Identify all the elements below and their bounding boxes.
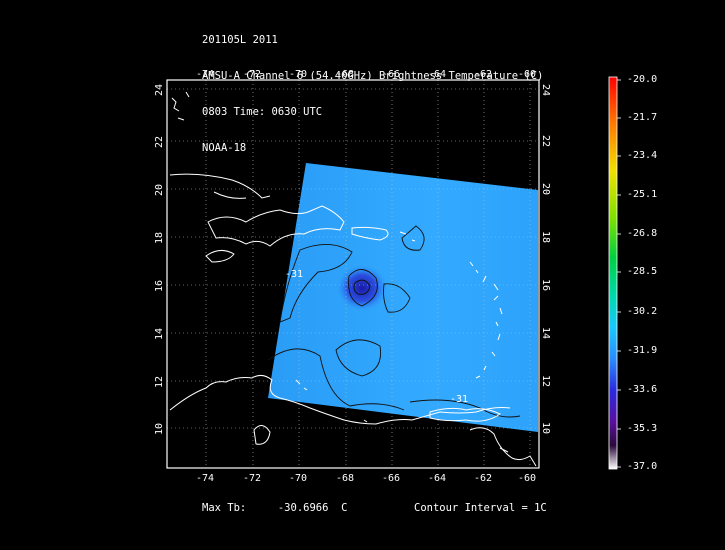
lon-ticks-top: -74 -72 -70 -68 -66 -64 -62 -60	[196, 69, 536, 80]
storm-id-title: 201105L 2011	[202, 34, 278, 46]
contour-interval-readout: Contour Interval = 1C	[414, 502, 547, 514]
graticule	[167, 80, 539, 468]
lon-tick: -62	[474, 69, 492, 80]
lat-tick: 20	[540, 183, 551, 195]
contour-label: -31	[285, 269, 303, 280]
contour-label: -31	[450, 394, 468, 405]
lon-tick: -72	[243, 473, 261, 484]
lon-tick: -62	[474, 473, 492, 484]
colorbar-label: -37.0	[627, 461, 658, 472]
coastlines	[169, 91, 537, 467]
color-bar-ticks	[617, 79, 621, 468]
lat-tick: 24	[540, 84, 551, 96]
colorbar-label: -20.0	[627, 74, 658, 85]
lat-tick: 16	[540, 279, 551, 291]
lon-tick: -60	[518, 69, 536, 80]
lat-tick: 14	[154, 328, 165, 340]
lat-tick: 10	[540, 422, 551, 434]
lon-tick: -70	[289, 473, 307, 484]
colorbar-label: -25.1	[627, 189, 658, 200]
colorbar-label: -31.9	[627, 345, 658, 356]
lon-ticks-bottom: -74 -72 -70 -68 -66 -64 -62 -60	[196, 473, 536, 484]
colorbar-label: -21.7	[627, 112, 658, 123]
lon-tick: -66	[382, 69, 400, 80]
plot-frame	[166, 79, 540, 469]
colorbar-label: -35.3	[627, 423, 658, 434]
colorbar-label: -28.5	[627, 266, 658, 277]
lon-tick: -60	[518, 473, 536, 484]
lon-tick: -64	[428, 473, 446, 484]
lat-tick: 12	[540, 375, 551, 387]
lat-ticks-left: 24 22 20 18 16 14 12 10	[154, 84, 165, 435]
image-header: 201105L 2011 AMSU-A Channel 6 (54.40GHz)…	[202, 10, 543, 166]
lat-tick: 24	[154, 84, 165, 96]
lat-tick: 18	[540, 231, 551, 243]
colorbar-label: -23.4	[627, 150, 658, 161]
cold-core	[336, 264, 388, 312]
colorbar-label: -30.2	[627, 306, 658, 317]
lat-tick: 10	[154, 423, 165, 435]
color-bar	[608, 76, 618, 470]
lat-tick: 14	[540, 327, 551, 339]
channel-title: AMSU-A Channel 6 (54.40GHz) Brightness T…	[202, 70, 544, 82]
max-tb-readout: Max Tb: -30.6966 C	[202, 502, 348, 514]
lat-tick: 12	[154, 376, 165, 388]
lon-tick: -72	[243, 69, 261, 80]
lon-tick: -64	[428, 69, 446, 80]
time-title: 0803 Time: 0630 UTC	[202, 106, 323, 118]
lat-tick: 18	[154, 232, 165, 244]
lat-tick: 20	[154, 184, 165, 196]
colorbar-label: -26.8	[627, 228, 658, 239]
lat-ticks-right: 24 22 20 18 16 14 12 10	[540, 84, 551, 434]
lon-tick: -74	[196, 69, 214, 80]
lat-tick: 16	[154, 280, 165, 292]
lon-tick: -66	[382, 473, 400, 484]
satellite-title: NOAA-18	[202, 142, 247, 154]
colorbar-label: -33.6	[627, 384, 658, 395]
contour-lines	[267, 225, 521, 418]
swath-area	[268, 163, 538, 432]
lat-tick: 22	[154, 136, 165, 148]
lat-tick: 22	[540, 135, 551, 147]
lon-tick: -74	[196, 473, 214, 484]
lon-tick: -68	[336, 69, 354, 80]
lon-tick: -68	[336, 473, 354, 484]
lon-tick: -70	[289, 69, 307, 80]
